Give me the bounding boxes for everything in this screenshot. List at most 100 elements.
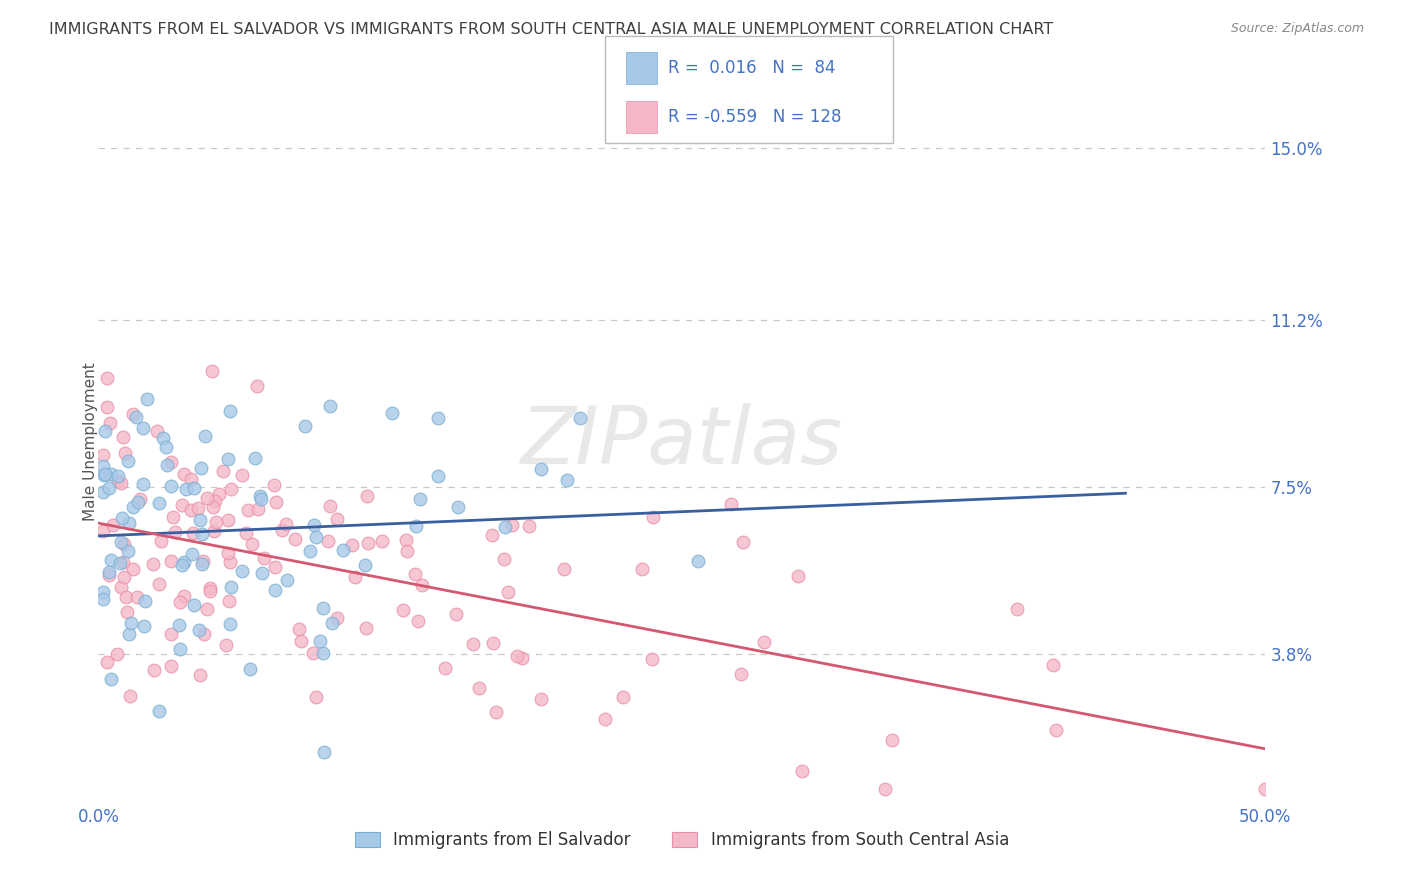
Point	[169, 641, 191, 656]
Point	[122, 562, 145, 576]
Point	[354, 558, 377, 572]
Point	[250, 566, 273, 581]
Point	[467, 681, 489, 696]
Point	[148, 496, 170, 510]
Text: Source: ZipAtlas.com: Source: ZipAtlas.com	[1230, 22, 1364, 36]
Point	[118, 627, 141, 641]
Point	[115, 605, 138, 619]
Point	[318, 399, 340, 413]
Point	[316, 534, 339, 549]
Point	[426, 411, 449, 425]
Point	[396, 544, 419, 558]
Point	[170, 498, 193, 512]
Point	[120, 616, 142, 631]
Point	[191, 557, 214, 571]
Point	[236, 502, 259, 516]
Point	[107, 475, 129, 489]
Point	[173, 555, 195, 569]
Point	[91, 585, 114, 599]
Point	[201, 500, 224, 515]
Point	[752, 635, 775, 649]
Point	[217, 452, 239, 467]
Point	[98, 568, 121, 582]
Point	[246, 502, 269, 516]
Point	[494, 552, 516, 566]
Point	[148, 704, 170, 718]
Point	[118, 516, 141, 530]
Point	[530, 462, 553, 476]
Point	[170, 558, 193, 573]
Point	[190, 461, 212, 475]
Point	[205, 516, 228, 530]
Point	[404, 566, 426, 581]
Point	[134, 594, 156, 608]
Point	[98, 481, 121, 495]
Point	[112, 555, 135, 569]
Point	[100, 553, 122, 567]
Legend: Immigrants from El Salvador, Immigrants from South Central Asia: Immigrants from El Salvador, Immigrants …	[349, 824, 1015, 856]
Point	[160, 658, 183, 673]
Point	[181, 525, 204, 540]
Point	[299, 544, 322, 558]
Point	[219, 616, 242, 631]
Point	[381, 406, 404, 420]
Point	[411, 578, 433, 592]
Text: IMMIGRANTS FROM EL SALVADOR VS IMMIGRANTS FROM SOUTH CENTRAL ASIA MALE UNEMPLOYM: IMMIGRANTS FROM EL SALVADOR VS IMMIGRANT…	[49, 22, 1053, 37]
Point	[160, 554, 183, 568]
Point	[593, 712, 616, 726]
Text: R = -0.559   N = 128: R = -0.559 N = 128	[668, 108, 841, 126]
Point	[96, 655, 118, 669]
Point	[188, 512, 211, 526]
Point	[96, 400, 118, 414]
Point	[105, 647, 128, 661]
Point	[305, 690, 328, 705]
Point	[217, 546, 239, 560]
Point	[212, 464, 235, 478]
Point	[311, 646, 333, 660]
Point	[112, 537, 135, 551]
Point	[506, 648, 529, 663]
Point	[96, 371, 118, 385]
Point	[160, 479, 183, 493]
Point	[1045, 723, 1067, 738]
Point	[354, 621, 377, 635]
Point	[371, 533, 394, 548]
Point	[100, 467, 122, 482]
Point	[195, 491, 218, 505]
Point	[218, 404, 240, 418]
Point	[94, 467, 117, 481]
Point	[155, 458, 177, 473]
Point	[208, 487, 231, 501]
Point	[129, 492, 152, 507]
Point	[496, 585, 519, 599]
Point	[517, 518, 540, 533]
Point	[108, 556, 131, 570]
Point	[193, 626, 215, 640]
Point	[553, 562, 575, 576]
Point	[198, 581, 221, 595]
Point	[101, 518, 124, 533]
Point	[98, 416, 121, 430]
Point	[110, 535, 132, 549]
Point	[191, 554, 214, 568]
Point	[263, 582, 285, 597]
Point	[148, 576, 170, 591]
Point	[204, 494, 226, 508]
Point	[201, 364, 224, 378]
Point	[162, 510, 184, 524]
Point	[142, 557, 165, 571]
Point	[91, 459, 114, 474]
Point	[494, 520, 516, 534]
Point	[302, 646, 325, 660]
Point	[174, 483, 197, 497]
Point	[125, 590, 148, 604]
Point	[114, 446, 136, 460]
Point	[91, 448, 114, 462]
Point	[150, 534, 173, 549]
Point	[91, 591, 114, 606]
Point	[250, 491, 273, 506]
Point	[1007, 602, 1029, 616]
Point	[409, 492, 432, 507]
Point	[512, 651, 534, 665]
Point	[218, 593, 240, 607]
